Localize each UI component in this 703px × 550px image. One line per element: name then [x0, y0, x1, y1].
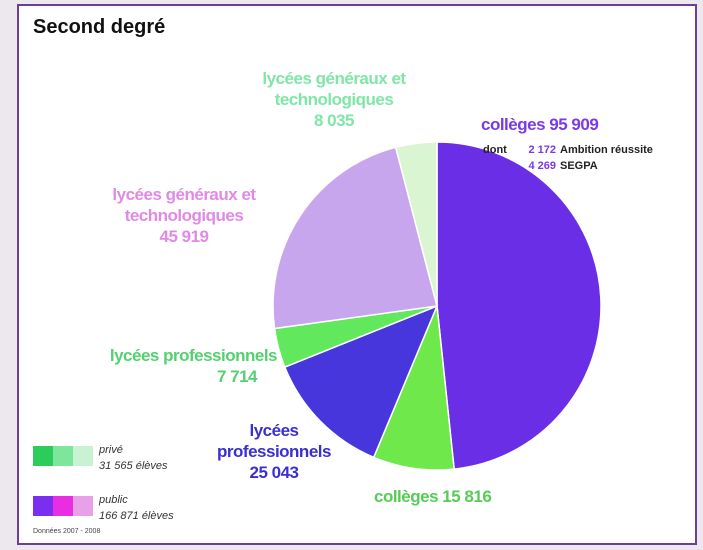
legend-total: 31 565 élèves [99, 460, 168, 472]
note-prefix: dont [483, 144, 507, 156]
slice-label: collèges 15 816 [374, 486, 574, 507]
note-value: 4 269 [528, 160, 556, 172]
note-name: SEGPA [560, 160, 598, 172]
note-name: Ambition réussite [560, 144, 653, 156]
pie [33, 141, 602, 516]
slice-value: 45 919 [159, 227, 210, 246]
slice-name: collèges [481, 115, 546, 134]
pie-slice [283, 304, 439, 459]
pie-slice [394, 141, 438, 307]
slice-label: collèges 95 909 [481, 114, 671, 135]
slice-label: lycées professionnels 25 043 [199, 420, 349, 483]
slice-label: lycées généraux et technologiques 45 919 [79, 184, 289, 247]
pie-slice [436, 141, 602, 470]
note-value: 2 172 [528, 144, 556, 156]
legend-swatch [73, 496, 93, 516]
legend-total: 166 871 élèves [99, 510, 174, 522]
legend-swatch [73, 446, 93, 466]
slice-name: lycées professionnels [217, 421, 331, 461]
slice-value: 95 909 [549, 115, 599, 134]
slice-value: 8 035 [313, 111, 355, 130]
slice-label: lycées généraux et technologiques 8 035 [229, 68, 439, 131]
slice-name: collèges [374, 487, 439, 506]
source: Données 2007 - 2008 [33, 528, 101, 535]
slice-name: lycées généraux et technologiques [112, 185, 256, 225]
legend-name: public [99, 494, 128, 506]
pie-slice [272, 146, 438, 330]
legend-name: privé [99, 444, 123, 456]
slice-name: lycées professionnels [109, 346, 278, 365]
legend-swatch [53, 446, 73, 466]
slice-label: lycées professionnels 7 714 [19, 345, 278, 387]
slice-name: lycées généraux et technologiques [262, 69, 406, 109]
frame: Second degré Données 2007 - 2008 collège… [17, 4, 697, 545]
legend-swatch [33, 446, 53, 466]
slice-value: 7 714 [216, 367, 258, 386]
slice-value: 25 043 [249, 463, 300, 482]
legend-swatch [33, 496, 53, 516]
slice-value: 15 816 [442, 487, 492, 506]
chart-title: Second degré [33, 16, 166, 38]
legend-swatch [53, 496, 73, 516]
